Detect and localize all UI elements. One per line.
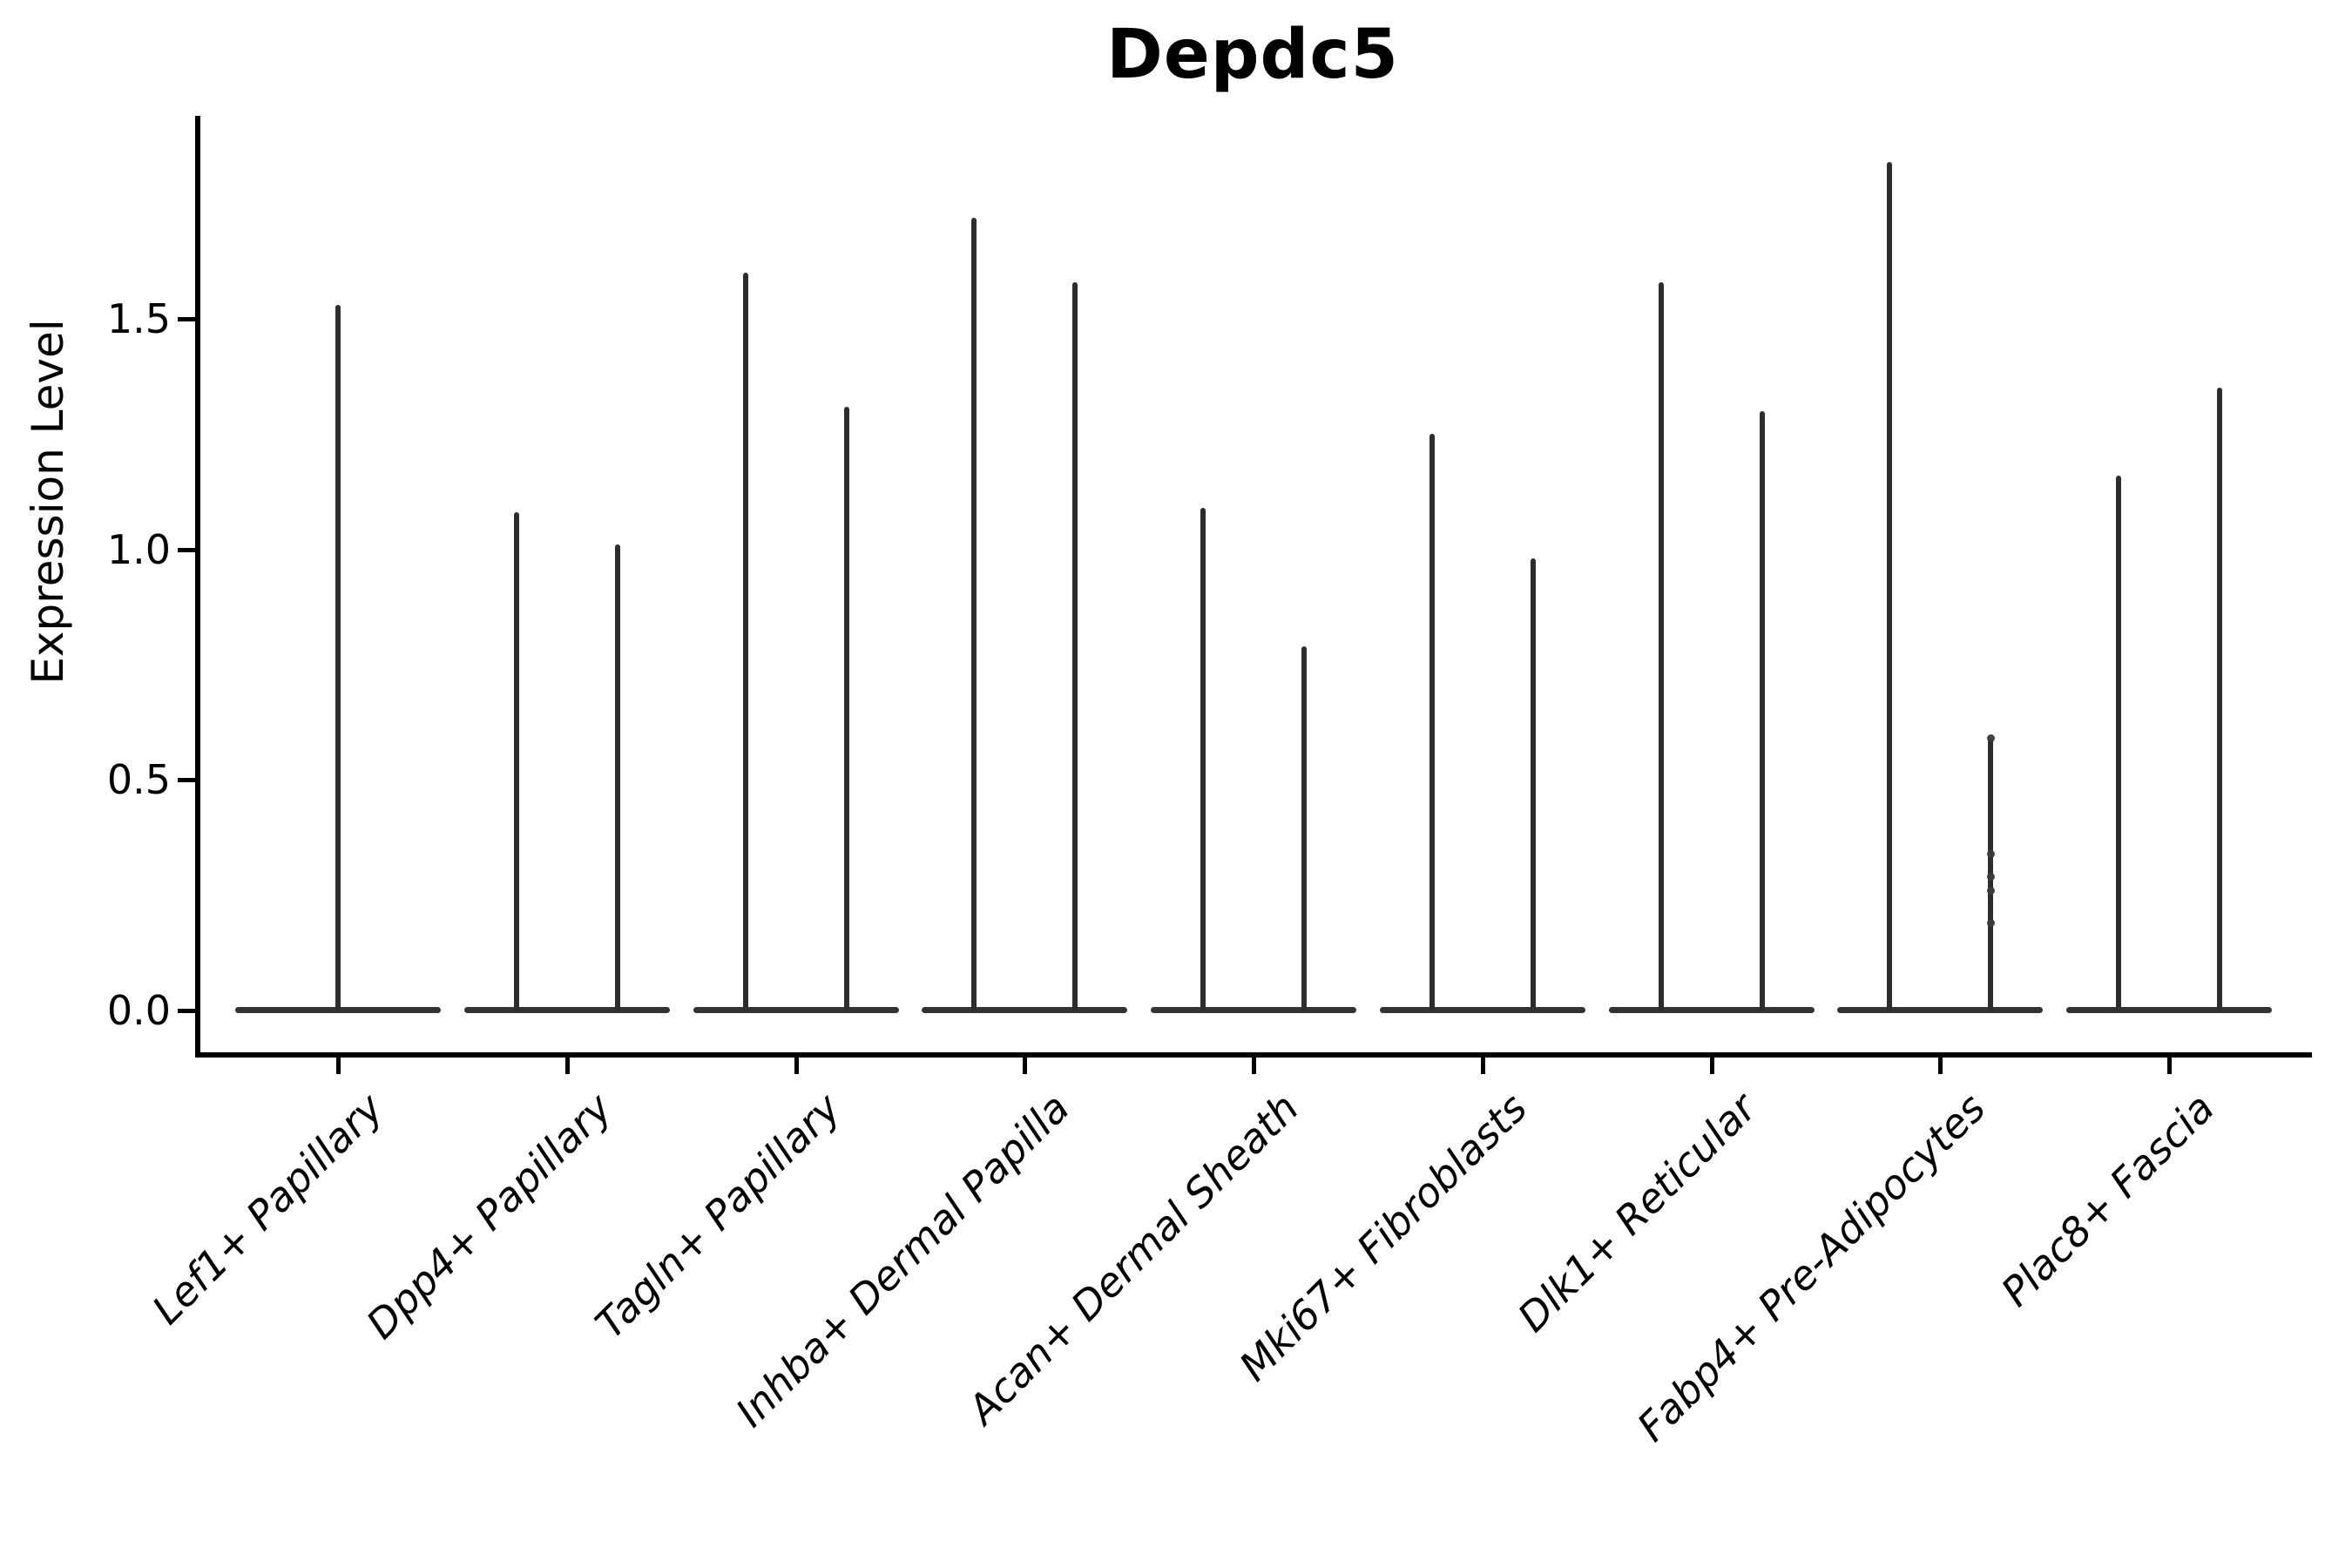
violin-zero-base [2066,1007,2272,1013]
jitter-point [1986,918,1995,927]
violin-spike [614,544,620,1010]
x-tick-mark [1709,1058,1714,1074]
violin-spike [742,273,748,1010]
violin-spike [1429,434,1435,1010]
y-tick-label: 1.0 [106,525,171,573]
x-tick-mark [1938,1058,1943,1074]
y-tick-mark [178,778,195,783]
violin-spike [335,305,341,1010]
violin-spike [1759,410,1765,1010]
violin-spike [1072,281,1078,1010]
violin-zero-base [1151,1007,1356,1013]
violin-spike [843,406,849,1010]
y-axis-spine [195,116,200,1057]
violin-spike [971,217,977,1010]
jitter-point [1986,873,1995,881]
y-tick-mark [178,1009,195,1013]
x-tick-label: Dpp4+ Papillary [356,1084,621,1348]
plot-title: Depdc5 [1106,16,1399,94]
violin-spike [2217,388,2222,1010]
x-tick-label: Lef1+ Papillary [142,1084,392,1334]
violin-spike [1301,645,1307,1010]
x-tick-label: Plac8+ Fascia [1991,1084,2223,1315]
x-tick-mark [1252,1058,1256,1074]
violin-spike [1887,162,1893,1010]
x-tick-mark [794,1058,799,1074]
x-tick-mark [564,1058,570,1074]
violin-zero-base [1608,1007,1815,1013]
violin-spike [2116,476,2121,1010]
x-axis-spine [195,1052,2312,1058]
x-tick-label: Tagln+ Papillary [585,1084,850,1348]
violin-spike [1200,508,1206,1010]
jitter-point [1986,849,1995,858]
y-tick-mark [178,317,195,322]
y-tick-label: 1.5 [106,295,171,343]
x-tick-label: Dlk1+ Reticular [1508,1084,1766,1342]
jitter-point [1986,734,1995,743]
violin-spike [1658,281,1664,1010]
y-tick-label: 0.0 [106,987,171,1034]
violin-spike [513,512,519,1010]
y-tick-mark [178,547,195,552]
violin-spike [1530,558,1536,1010]
jitter-point [1986,886,1995,895]
y-tick-label: 0.5 [106,756,171,804]
x-tick-mark [336,1058,341,1074]
violin-zero-base [1837,1007,2044,1013]
x-tick-mark [1023,1058,1028,1074]
violin-zero-base [463,1007,670,1013]
x-tick-mark [1480,1058,1485,1074]
x-tick-mark [2167,1058,2172,1074]
violin-zero-base [1379,1007,1585,1013]
violin-zero-base [693,1007,899,1013]
violin-zero-base [922,1007,1128,1013]
